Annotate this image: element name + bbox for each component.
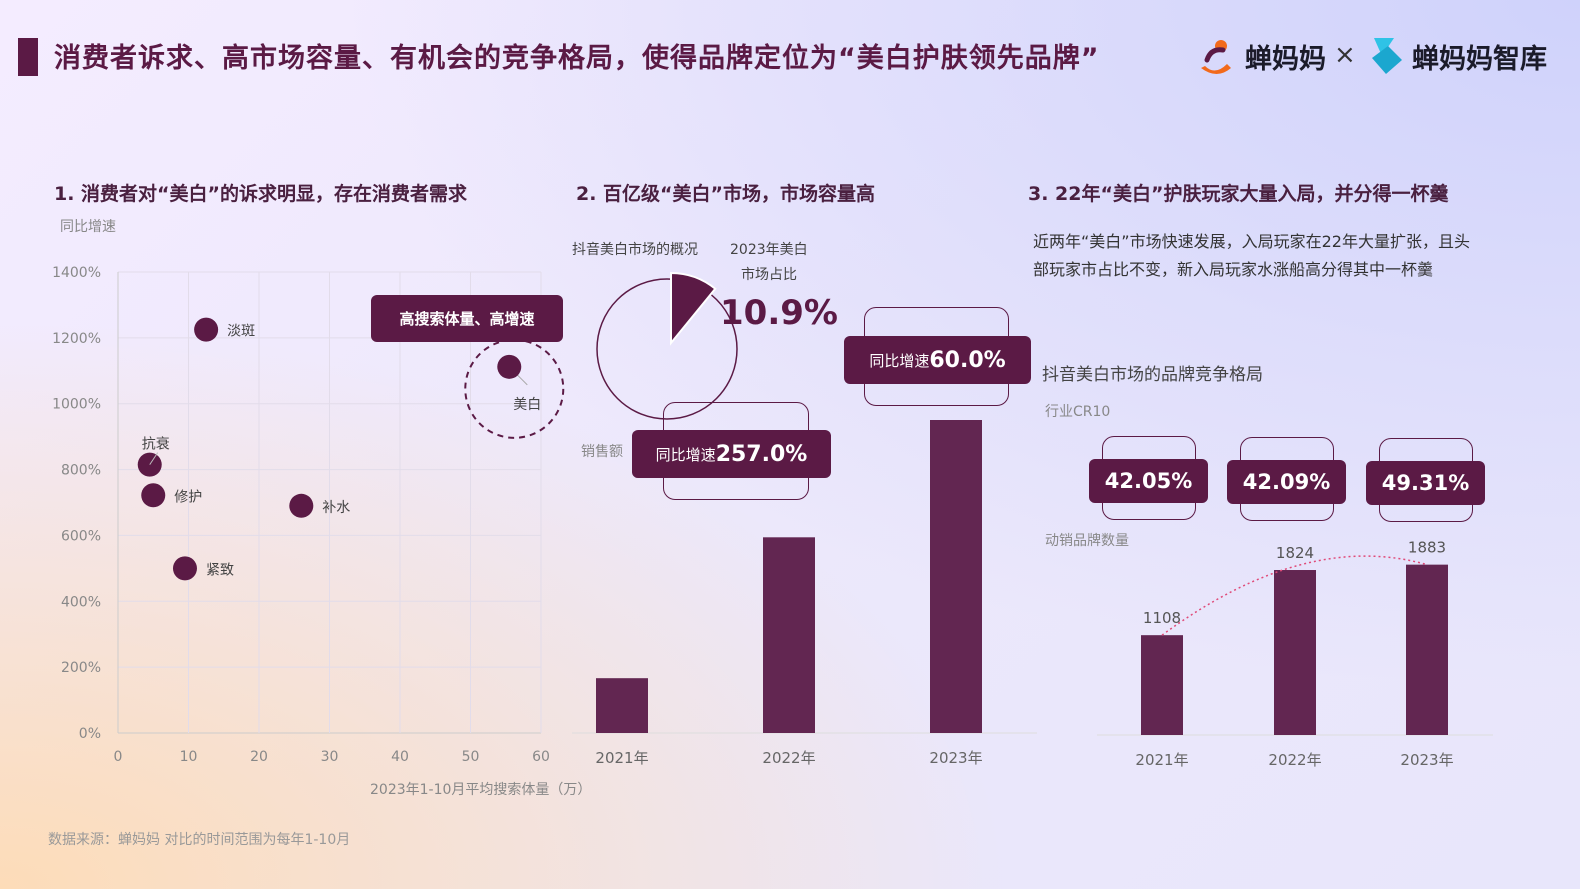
cross-sign: × — [1334, 40, 1356, 70]
y-tick-label: 0% — [79, 726, 101, 742]
y-tick-label: 400% — [61, 594, 101, 610]
brand-x-label: 2023年 — [1400, 751, 1453, 769]
y-tick-label: 1000% — [52, 397, 101, 413]
scatter-point-label: 淡斑 — [227, 324, 255, 340]
scatter-point-label: 补水 — [322, 500, 350, 516]
section3-subtitle: 抖音美白市场的品牌竞争格局 — [1042, 365, 1263, 385]
zhiku-logo-icon — [1372, 38, 1402, 74]
sales-x-label: 2023年 — [929, 749, 982, 767]
x-tick-label: 40 — [391, 749, 409, 765]
brand-count-value: 1824 — [1276, 544, 1314, 562]
brand-count-bar — [1274, 570, 1316, 735]
x-tick-label: 60 — [532, 749, 550, 765]
share-label-1: 2023年美白 — [730, 242, 808, 258]
sales-bar — [763, 537, 815, 733]
scatter-point-label: 美白 — [513, 397, 541, 413]
sales-x-label: 2022年 — [762, 749, 815, 767]
section3-title: 3. 22年“美白”护肤玩家大量入局，并分得一杯羹 — [1028, 183, 1449, 205]
chanmama-zhiku-logo: 蝉妈妈智库 — [1368, 34, 1547, 78]
section2-title: 2. 百亿级“美白”市场，市场容量高 — [576, 183, 876, 205]
pie-title: 抖音美白市场的概况 — [572, 242, 698, 258]
cr10-2022: 42.09% — [1227, 460, 1346, 504]
scatter-callout: 高搜索体量、高增速 — [371, 295, 563, 342]
highlight-ring — [464, 338, 565, 439]
scatter-point — [141, 483, 166, 508]
chanmama-logo-icon — [1201, 40, 1231, 74]
brand-x-label: 2021年 — [1135, 751, 1188, 769]
section3-paragraph: 近两年“美白”市场快速发展，入局玩家在22年大量扩张，且头部玩家市占比不变，新入… — [1033, 232, 1470, 279]
x-tick-label: 0 — [114, 749, 123, 765]
growth1-callout: 同比增速 257.0% — [632, 430, 831, 478]
data-source-note: 数据来源：蝉妈妈 对比的时间范围为每年1-10月 — [48, 832, 351, 848]
section1-title: 1. 消费者对“美白”的诉求明显，存在消费者需求 — [54, 183, 468, 205]
y-tick-label: 1400% — [52, 265, 101, 281]
y-tick-label: 1200% — [52, 331, 101, 347]
x-tick-label: 30 — [321, 749, 339, 765]
share-value: 10.9% — [720, 293, 838, 333]
scatter-point — [194, 317, 219, 342]
brand-x-label: 2022年 — [1268, 751, 1321, 769]
y-tick-label: 600% — [61, 528, 101, 544]
scatter-point-label: 抗衰 — [142, 436, 170, 453]
scatter-xlabel: 2023年1-10月平均搜索体量（万） — [370, 782, 592, 798]
x-tick-label: 10 — [180, 749, 198, 765]
sales-label: 销售额 — [581, 444, 623, 460]
growth2-value: 60.0% — [929, 347, 1006, 373]
growth1-prefix: 同比增速 — [655, 445, 716, 464]
growth2-callout: 同比增速 60.0% — [844, 336, 1031, 384]
sales-bar — [596, 678, 648, 733]
brand-count-bar — [1406, 564, 1448, 735]
scatter-point — [497, 354, 522, 379]
cr10-2023: 49.31% — [1366, 461, 1485, 505]
point-leader-line — [149, 452, 159, 465]
x-tick-label: 20 — [250, 749, 268, 765]
scatter-ylabel: 同比增速 — [60, 219, 116, 235]
scatter-point-label: 紧致 — [206, 562, 234, 578]
sales-bar — [930, 420, 982, 733]
chanmama-logo-text: 蝉妈妈 — [1245, 43, 1326, 75]
scatter-point-label: 修护 — [174, 489, 202, 505]
title-accent-bar — [18, 38, 38, 76]
pie-outline — [596, 278, 738, 420]
sales-x-label: 2021年 — [595, 749, 648, 767]
cr10-label: 行业CR10 — [1045, 404, 1111, 420]
page-title: 消费者诉求、高市场容量、有机会的竞争格局，使得品牌定位为“美白护肤领先品牌” — [54, 43, 1100, 74]
y-tick-label: 800% — [61, 463, 101, 479]
brand-count-value: 1883 — [1408, 539, 1446, 557]
zhiku-logo-text: 蝉妈妈智库 — [1412, 43, 1547, 75]
scatter-point — [172, 556, 197, 581]
chanmama-logo: 蝉妈妈 — [1197, 36, 1326, 76]
brand-trend-line — [1161, 555, 1428, 636]
pie-slice-meibai — [670, 271, 717, 346]
share-label-2: 市场占比 — [741, 267, 797, 283]
growth1-value: 257.0% — [715, 441, 808, 467]
brand-count-bar — [1141, 635, 1183, 735]
brand-count-label: 动销品牌数量 — [1045, 533, 1129, 549]
growth2-prefix: 同比增速 — [869, 351, 930, 370]
brand-count-value: 1108 — [1143, 609, 1181, 627]
scatter-point — [289, 493, 314, 518]
y-tick-label: 200% — [61, 660, 101, 676]
cr10-2021: 42.05% — [1089, 459, 1208, 503]
x-tick-label: 50 — [462, 749, 480, 765]
